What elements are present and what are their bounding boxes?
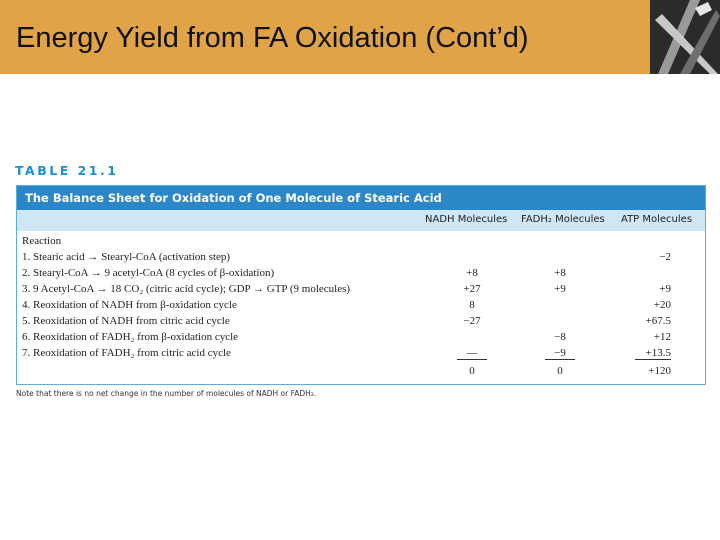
nadh-value: +27 [463,283,481,295]
atp-total: +120 [648,365,671,377]
table-header-row: NADH Molecules FADH₂ Molecules ATP Molec… [17,210,705,231]
atp-value: +20 [653,299,671,311]
atp-value: +67.5 [645,315,671,327]
table-row: 6. Reoxidation of FADH₂ from β-oxidation… [17,331,705,347]
reaction-label: 4. Reoxidation of NADH from β-oxidation … [22,299,237,311]
table-caption: The Balance Sheet for Oxidation of One M… [17,186,705,210]
crossed-sticks-icon [650,0,720,74]
fadh2-value: +8 [554,267,566,279]
table-row: 7. Reoxidation of FADH₂ from citric acid… [17,347,705,363]
table-row: 1. Stearic acid → Stearyl-CoA (activatio… [17,251,705,267]
balance-sheet-table: The Balance Sheet for Oxidation of One M… [16,185,706,385]
decorative-logo [650,0,720,74]
slide-title: Energy Yield from FA Oxidation (Cont’d) [16,22,529,54]
column-header-nadh: NADH Molecules [425,214,508,225]
table-row: Reaction [17,235,705,251]
column-header-fadh2: FADH₂ Molecules [521,214,605,225]
table-row: 3. 9 Acetyl-CoA → 18 CO₂ (citric acid cy… [17,283,705,299]
fadh2-total: 0 [557,365,563,377]
table-row-total: 0 0 +120 [17,365,705,381]
column-header-atp: ATP Molecules [621,214,693,225]
reaction-label: 5. Reoxidation of NADH from citric acid … [22,315,230,327]
nadh-value: — [457,347,487,360]
reaction-label: 2. Stearyl-CoA → 9 acetyl-CoA (8 cycles … [22,267,275,279]
table-row: 5. Reoxidation of NADH from citric acid … [17,315,705,331]
atp-value: +13.5 [635,347,671,360]
fadh2-value: −9 [545,347,575,360]
nadh-value: +8 [466,267,478,279]
reaction-label: 6. Reoxidation of FADH₂ from β-oxidation… [22,331,239,343]
table-row: 4. Reoxidation of NADH from β-oxidation … [17,299,705,315]
title-bar: Energy Yield from FA Oxidation (Cont’d) [0,0,650,74]
fadh2-value: +9 [554,283,566,295]
fadh2-value: −8 [554,331,566,343]
atp-value: −2 [659,251,671,263]
reaction-label: 3. 9 Acetyl-CoA → 18 CO₂ (citric acid cy… [22,283,351,295]
nadh-total: 0 [469,365,475,377]
atp-value: +9 [659,283,671,295]
atp-value: +12 [653,331,671,343]
table-row: 2. Stearyl-CoA → 9 acetyl-CoA (8 cycles … [17,267,705,283]
nadh-value: 8 [469,299,475,311]
reaction-label: Reaction [22,235,62,247]
reaction-label: 1. Stearic acid → Stearyl-CoA (activatio… [22,251,231,263]
table-number-label: TABLE 21.1 [15,163,119,178]
reaction-label: 7. Reoxidation of FADH₂ from citric acid… [22,347,231,359]
table-footnote: Note that there is no net change in the … [16,389,317,398]
nadh-value: −27 [463,315,481,327]
